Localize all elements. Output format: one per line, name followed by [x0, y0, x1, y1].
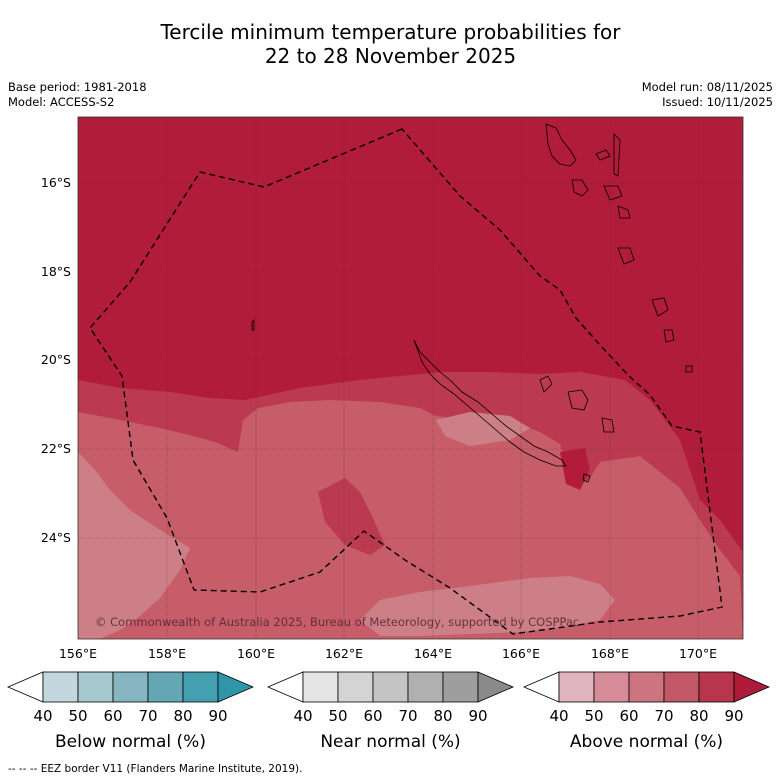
vanuatu-erromango [617, 247, 635, 265]
colorbar-segment [407, 671, 444, 703]
matthew-island [685, 365, 693, 373]
vanuatu-pentecost [613, 133, 621, 177]
colorbar-segment [628, 671, 665, 703]
colorbar-segment [77, 671, 114, 703]
colorbar-segment [663, 671, 700, 703]
isle-of-pines [582, 473, 591, 483]
colorbar-tick-label: 40 [293, 707, 312, 725]
colorbar-tick-label: 50 [584, 707, 603, 725]
colorbar-tick-label: 80 [173, 707, 192, 725]
lon-tick-label: 166°E [502, 646, 540, 661]
colorbar-high-extension [477, 671, 515, 703]
chart-title: Tercile minimum temperature probabilitie… [0, 20, 781, 68]
colorbar-tick-label: 90 [208, 707, 227, 725]
lat-tick-label: 18°S [41, 264, 71, 279]
lon-tick-label: 168°E [591, 646, 629, 661]
vanuatu-aneityum [663, 329, 675, 343]
colorbar-segment [147, 671, 184, 703]
new-caledonia [413, 339, 567, 467]
model-name: Model: ACCESS-S2 [8, 95, 115, 109]
base-period: Base period: 1981-2018 [8, 80, 147, 94]
colorbar-segment [42, 671, 79, 703]
vanuatu-malekula [571, 179, 589, 197]
colorbar: 40 50 60 70 80 90 [6, 671, 255, 725]
lat-tick-label: 20°S [41, 352, 71, 367]
vanuatu-tanna [651, 297, 669, 317]
field-above-90-patch [560, 448, 590, 490]
probability-field [78, 117, 743, 639]
vanuatu-north-a [595, 149, 611, 161]
colorbar-high-extension [733, 671, 771, 703]
map-frame [77, 116, 744, 640]
lon-tick-label: 160°E [237, 646, 275, 661]
eez-border [89, 128, 723, 635]
colorbar-segment [302, 671, 339, 703]
lon-tick-label: 156°E [59, 646, 97, 661]
field-above-60-patch [436, 412, 530, 446]
colorbar-tick-label: 60 [619, 707, 638, 725]
lon-tick-label: 170°E [679, 646, 717, 661]
colorbar-tick-label: 40 [33, 707, 52, 725]
colorbar-segment [442, 671, 479, 703]
footer-note: -- -- -- EEZ border V11 (Flanders Marine… [8, 763, 303, 775]
vanuatu-ambrym [603, 185, 623, 201]
lon-tick-label: 162°E [325, 646, 363, 661]
latitude-axis: 16°S 18°S 20°S 22°S 24°S [41, 175, 71, 545]
coastlines [251, 123, 693, 483]
colorbar-low-extension [522, 671, 560, 703]
longitude-axis: 156°E 158°E 160°E 162°E 164°E 166°E 168°E 170°E [59, 646, 717, 661]
colorbar-high-extension [217, 671, 255, 703]
colorbar-tick-label: 50 [328, 707, 347, 725]
loyalty-island-3 [601, 417, 615, 433]
colorbar-tick-label: 50 [68, 707, 87, 725]
colorbar-segment [698, 671, 735, 703]
title-line-2: 22 to 28 November 2025 [264, 44, 517, 68]
vanuatu-espiritu-santo [545, 123, 577, 167]
lon-tick-label: 158°E [148, 646, 186, 661]
vanuatu-efate [617, 205, 631, 219]
field-above-60-south [360, 576, 615, 636]
colorbar-segment [372, 671, 409, 703]
colorbar-tick-label: 60 [103, 707, 122, 725]
colorbar-low-extension [266, 671, 304, 703]
colorbar-tick-label: 90 [724, 707, 743, 725]
colorbar-low-extension [6, 671, 44, 703]
loyalty-island-1 [539, 375, 553, 393]
colorbar-tick-label: 70 [398, 707, 417, 725]
colorbar-segment [558, 671, 595, 703]
colorbar-tick-label: 40 [549, 707, 568, 725]
colorbar-caption: Above normal (%) [569, 732, 724, 752]
copyright-text: © Commonwealth of Australia 2025, Bureau… [95, 615, 579, 629]
meta-right: Model run: 08/11/2025 Issued: 10/11/2025 [642, 80, 773, 110]
model-run: Model run: 08/11/2025 [641, 80, 773, 94]
meta-left: Base period: 1981-2018 Model: ACCESS-S2 [8, 80, 147, 110]
lat-tick-label: 16°S [41, 175, 71, 190]
colorbar-tick-label: 90 [468, 707, 487, 725]
colorbar-segment [112, 671, 149, 703]
lat-tick-label: 22°S [41, 441, 71, 456]
title-line-1: Tercile minimum temperature probabilitie… [160, 20, 621, 44]
lon-tick-label: 164°E [414, 646, 452, 661]
colorbar-segment [337, 671, 374, 703]
colorbar-tick-label: 80 [689, 707, 708, 725]
colorbar-caption: Near normal (%) [320, 732, 461, 752]
colorbars: 40 50 60 70 80 90 40 50 60 70 80 90 40 50 60 70 80 90 [6, 671, 771, 725]
colorbar-segment [182, 671, 219, 703]
chesterfield-reef [251, 319, 255, 331]
colorbar: 40 50 60 70 80 90 [266, 671, 515, 725]
loyalty-island-2 [567, 389, 589, 411]
issued-date: Issued: 10/11/2025 [662, 95, 773, 109]
field-above-80-patch [318, 478, 385, 555]
colorbar-tick-label: 80 [433, 707, 452, 725]
colorbar-segment [593, 671, 630, 703]
field-above-60 [78, 452, 190, 639]
colorbar-tick-label: 70 [138, 707, 157, 725]
graticule [78, 117, 743, 639]
lat-tick-label: 24°S [41, 530, 71, 545]
colorbar-tick-label: 60 [363, 707, 382, 725]
colorbar-caption: Below normal (%) [55, 732, 206, 752]
colorbar: 40 50 60 70 80 90 [522, 671, 771, 725]
colorbar-tick-label: 70 [654, 707, 673, 725]
